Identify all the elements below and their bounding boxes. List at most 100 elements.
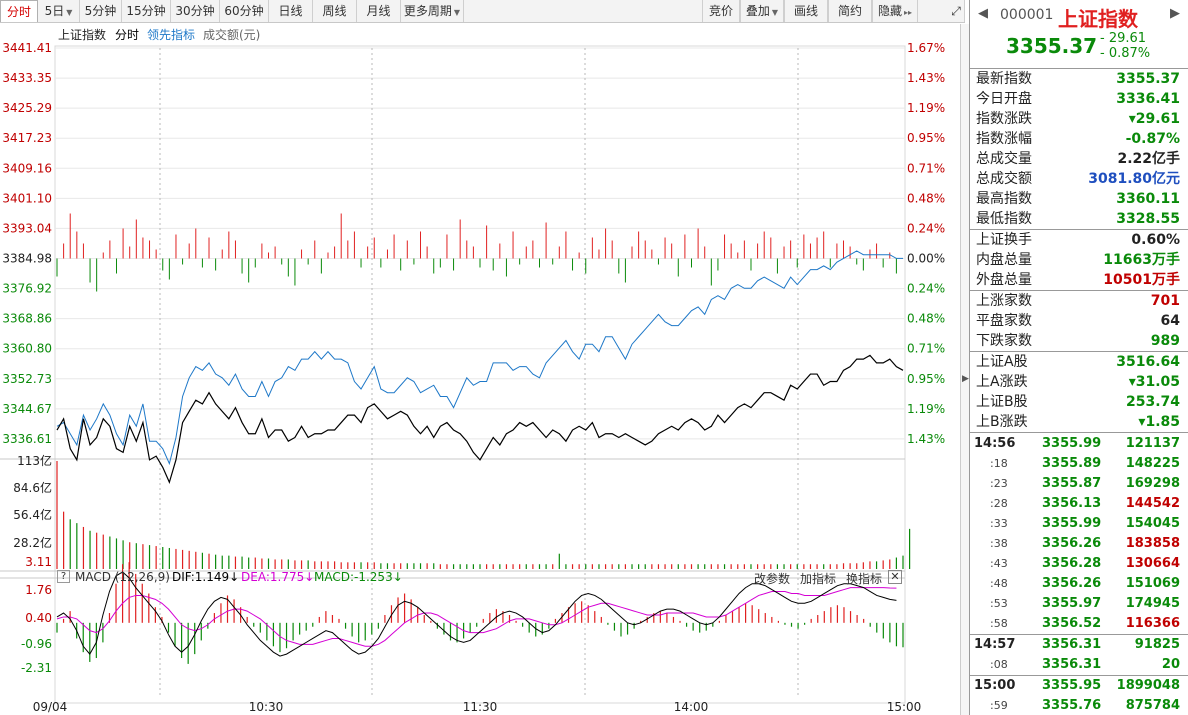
x-axis-label: 14:00 bbox=[674, 700, 709, 714]
period-tab[interactable]: 15分钟 bbox=[122, 0, 171, 22]
volume-axis-label: 113亿 bbox=[17, 453, 52, 468]
stat-row: 上B涨跌 ▾1.85 bbox=[970, 412, 1182, 432]
collapse-arrow-icon[interactable]: ▶ bbox=[962, 374, 969, 384]
toolbar-button[interactable]: 竞价 bbox=[702, 0, 740, 22]
volume-axis-label: 84.6亿 bbox=[13, 480, 52, 495]
period-tab-label: 5分钟 bbox=[84, 4, 117, 18]
period-tab[interactable]: 日线 bbox=[269, 0, 313, 22]
change-params-button[interactable]: 改参数 bbox=[754, 572, 791, 586]
stat-value: 701 bbox=[1150, 293, 1180, 309]
stat-value: 3516.64 bbox=[1116, 354, 1180, 370]
period-tab-label: 30分钟 bbox=[175, 4, 215, 18]
stat-label: 指数涨幅 bbox=[976, 131, 1032, 147]
tick-row: :08 3356.31 20 bbox=[970, 655, 1182, 675]
toolbar-button-label: 叠加 bbox=[745, 4, 770, 18]
chart-frame bbox=[54, 45, 906, 704]
tick-time: :43 bbox=[990, 557, 1008, 570]
help-icon[interactable]: ? bbox=[57, 570, 70, 583]
stat-value: 3355.37 bbox=[1116, 71, 1180, 87]
stat-row: 总成交量 2.22亿手 bbox=[970, 149, 1182, 169]
tick-time: :33 bbox=[990, 517, 1008, 530]
macd-dea: DEA:1.775↓ bbox=[241, 570, 315, 584]
tick-time: :38 bbox=[990, 537, 1008, 550]
period-tab[interactable]: 60分钟 bbox=[220, 0, 269, 22]
price-change: - 29.61 - 0.87% bbox=[1100, 31, 1150, 61]
tick-volume: 875784 bbox=[1125, 698, 1180, 713]
tick-row: :48 3356.26 151069 bbox=[970, 574, 1182, 594]
y-axis-label: 3344.67 bbox=[2, 402, 52, 416]
pct-axis-label: 0.95% bbox=[907, 131, 945, 145]
stat-label: 总成交量 bbox=[976, 151, 1032, 167]
period-tab-label: 日线 bbox=[278, 4, 303, 18]
period-tab[interactable]: 更多周期 ▼ bbox=[401, 0, 464, 22]
macd-axis-label: 1.76 bbox=[25, 583, 52, 597]
macd-title: MACD (12,26,9) bbox=[75, 570, 170, 584]
toolbar-button[interactable]: 画线 bbox=[784, 0, 828, 22]
stat-label: 最新指数 bbox=[976, 71, 1032, 87]
period-tab[interactable]: 月线 bbox=[357, 0, 401, 22]
period-tab-label: 60分钟 bbox=[224, 4, 264, 18]
period-tab-label: 周线 bbox=[322, 4, 347, 18]
maximize-icon[interactable]: ⤢ bbox=[948, 0, 965, 22]
tick-row: :43 3356.28 130664 bbox=[970, 554, 1182, 574]
tick-time: :08 bbox=[990, 658, 1008, 671]
close-icon[interactable]: ✕ bbox=[888, 570, 902, 584]
period-tab-label: 15分钟 bbox=[126, 4, 166, 18]
toolbar-button[interactable]: 叠加 ▼ bbox=[740, 0, 784, 22]
prev-arrow-icon[interactable]: ◀ bbox=[978, 6, 988, 21]
legend-mode: 分时 bbox=[115, 28, 140, 42]
stat-label: 下跌家数 bbox=[976, 333, 1032, 349]
stat-row: 下跌家数 989 bbox=[970, 331, 1182, 351]
last-price: 3355.37 bbox=[1006, 34, 1098, 58]
tick-volume: 148225 bbox=[1125, 456, 1180, 471]
tick-price: 3356.31 bbox=[1042, 657, 1102, 672]
period-tab[interactable]: 周线 bbox=[313, 0, 357, 22]
tick-price: 3355.87 bbox=[1042, 476, 1102, 491]
tick-volume: 1899048 bbox=[1116, 678, 1180, 693]
period-tab[interactable]: 5分钟 bbox=[80, 0, 122, 22]
toolbar-button[interactable]: 简约 bbox=[828, 0, 872, 22]
stat-value: 2.22亿手 bbox=[1117, 151, 1180, 167]
price-line bbox=[56, 354, 904, 484]
legend-leading-indicator[interactable]: 领先指标 bbox=[147, 28, 196, 42]
dropdown-arrow-icon: ▼ bbox=[66, 8, 73, 17]
stat-label: 内盘总量 bbox=[976, 252, 1032, 268]
period-tab[interactable]: 分时 bbox=[0, 0, 38, 22]
stat-row: 总成交额 3081.80亿元 bbox=[970, 169, 1182, 189]
symbol-name: 上证指数 bbox=[1058, 7, 1138, 31]
stat-label: 今日开盘 bbox=[976, 91, 1032, 107]
tick-price: 3355.97 bbox=[1042, 596, 1102, 611]
panel-splitter[interactable] bbox=[960, 24, 969, 715]
toolbar-button[interactable]: 隐藏 ▸▸ bbox=[872, 0, 918, 22]
period-tab[interactable]: 5日 ▼ bbox=[38, 0, 80, 22]
tick-price: 3355.89 bbox=[1042, 456, 1102, 471]
pct-axis-label: 0.00% bbox=[907, 252, 945, 266]
macd-axis-label: 3.11 bbox=[25, 555, 52, 569]
tick-volume: 169298 bbox=[1125, 476, 1180, 491]
y-axis-label: 3441.41 bbox=[2, 41, 52, 55]
toolbar-button-label: 画线 bbox=[793, 4, 818, 18]
toolbar-button-label: 隐藏 bbox=[877, 4, 902, 18]
tick-time: :48 bbox=[990, 577, 1008, 590]
macd-axis-label: -2.31 bbox=[21, 661, 52, 675]
tick-price: 3355.99 bbox=[1042, 436, 1102, 451]
pct-axis-label: 1.67% bbox=[907, 41, 945, 55]
intraday-chart[interactable]: 3441.41 1.67% 3433.35 1.43% 3425.29 1.19% 3417… bbox=[0, 24, 965, 715]
stat-value: 3360.11 bbox=[1116, 191, 1180, 207]
dea-line bbox=[56, 587, 897, 647]
period-tab-label: 分时 bbox=[6, 5, 31, 19]
y-axis-label: 3393.04 bbox=[2, 221, 52, 235]
chart-canvas[interactable]: 3441.41 1.67% 3433.35 1.43% 3425.29 1.19% 3417… bbox=[0, 24, 965, 715]
switch-indicator-button[interactable]: 换指标 bbox=[846, 572, 883, 586]
tick-row: :28 3356.13 144542 bbox=[970, 494, 1182, 514]
tick-row: 14:56 3355.99 121137 bbox=[970, 434, 1182, 454]
stat-value: 0.60% bbox=[1131, 232, 1180, 248]
next-arrow-icon[interactable]: ▶ bbox=[1170, 6, 1180, 21]
period-tab[interactable]: 30分钟 bbox=[171, 0, 220, 22]
add-indicator-button[interactable]: 加指标 bbox=[800, 572, 837, 586]
tick-price: 3356.31 bbox=[1042, 637, 1102, 652]
y-axis-label: 3336.61 bbox=[2, 432, 52, 446]
toolbar-button-label: 竞价 bbox=[708, 4, 733, 18]
leading-line bbox=[56, 250, 903, 466]
volume-axis-label: 56.4亿 bbox=[13, 507, 52, 522]
